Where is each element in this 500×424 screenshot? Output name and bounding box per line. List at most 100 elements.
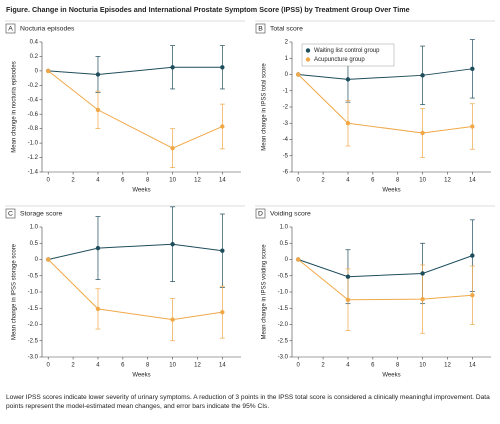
x-tick-label: 12 [194, 363, 201, 369]
x-tick-label: 6 [121, 363, 125, 369]
x-tick-label: 10 [419, 178, 426, 184]
y-tick-label: -1.0 [278, 290, 289, 296]
series-line [297, 74, 473, 134]
data-point [46, 68, 51, 74]
x-tick-label: 2 [71, 178, 75, 184]
y-axis-label: Mean change in IPSS total score [262, 63, 268, 151]
data-point [420, 130, 425, 136]
y-tick-label: 0 [285, 257, 289, 263]
panel-letter-box [5, 23, 16, 34]
x-tick-label: 6 [371, 178, 375, 184]
y-tick-label: 0.5 [30, 241, 39, 247]
x-tick-label: 2 [321, 363, 325, 369]
data-point [345, 274, 351, 279]
panel-letter: A [8, 26, 13, 33]
x-tick-label: 0 [297, 363, 301, 369]
data-point [220, 124, 225, 129]
y-tick-label: -2.0 [28, 322, 39, 328]
x-axis-label: Weeks [132, 188, 150, 194]
x-tick-label: 12 [444, 363, 451, 369]
x-tick-label: 10 [419, 363, 426, 369]
y-tick-label: -0.8 [28, 126, 39, 132]
x-tick-label: 12 [194, 178, 201, 184]
y-tick-label: 1 [285, 56, 289, 62]
y-tick-label: -1.5 [278, 306, 289, 312]
data-point [95, 306, 101, 312]
y-tick-label: 0 [285, 72, 289, 78]
panel-letter: B [258, 26, 263, 33]
y-tick-label: -2 [283, 105, 289, 111]
y-tick-label: -1.0 [28, 290, 39, 296]
panel-letter-box [5, 208, 16, 219]
y-tick-label: -3.0 [278, 355, 289, 361]
series-line [298, 68, 473, 80]
y-tick-label: -0.5 [278, 273, 289, 279]
y-axis-label: Mean change in IPSS storage score [12, 243, 18, 340]
data-point [296, 72, 301, 77]
series-line [298, 255, 473, 278]
x-tick-label: 2 [321, 178, 325, 184]
y-tick-label: 0 [35, 257, 39, 263]
data-point [170, 242, 175, 247]
series-line [47, 70, 223, 149]
figure-note: Lower IPSS scores indicate lower severit… [6, 394, 490, 410]
x-tick-label: 8 [396, 178, 400, 184]
data-point [420, 271, 425, 276]
data-point [420, 73, 425, 78]
panel-letter: D [258, 211, 263, 218]
legend-box [301, 43, 395, 67]
y-tick-label: -2.5 [278, 338, 289, 344]
panel-title: Storage score [20, 211, 63, 218]
data-point [345, 77, 351, 82]
legend-label: Waiting list control group [314, 48, 380, 54]
x-tick-label: 0 [47, 178, 51, 184]
y-tick-label: 0.5 [280, 241, 289, 247]
x-tick-label: 14 [219, 363, 226, 369]
panel-title: Total score [270, 26, 303, 33]
y-tick-label: -6 [283, 170, 289, 176]
y-tick-label: -0.2 [28, 83, 39, 89]
x-tick-label: 4 [96, 363, 100, 369]
y-tick-label: -0.6 [28, 112, 39, 118]
y-axis-label: Mean change in IPSS voiding score [262, 244, 268, 340]
x-tick-label: 4 [346, 363, 350, 369]
x-tick-label: 4 [346, 178, 350, 184]
data-point [220, 248, 225, 253]
data-point [170, 145, 175, 151]
y-tick-label: 1.0 [280, 225, 289, 231]
x-tick-label: 8 [396, 363, 400, 369]
x-tick-label: 6 [371, 363, 375, 369]
legend-marker [305, 48, 311, 53]
figure-title: Figure. Change in Nocturia Episodes and … [6, 5, 410, 14]
data-point [470, 66, 475, 72]
legend-label: Acupuncture group [314, 57, 365, 63]
y-tick-label: -1.4 [28, 170, 39, 176]
x-tick-label: 12 [444, 178, 451, 184]
x-tick-label: 0 [47, 363, 51, 369]
data-point [296, 257, 301, 262]
y-tick-label: 2 [285, 40, 289, 46]
y-tick-label: -0.4 [28, 97, 39, 103]
y-tick-label: 0.2 [30, 54, 39, 60]
y-tick-label: 1.0 [30, 225, 39, 231]
series-line [48, 66, 223, 76]
data-point [95, 72, 101, 77]
legend-marker [305, 57, 311, 62]
data-point [95, 245, 101, 251]
x-tick-label: 8 [146, 178, 150, 184]
data-point [470, 293, 475, 298]
x-tick-label: 10 [169, 363, 176, 369]
data-point [170, 65, 175, 70]
x-axis-label: Weeks [132, 373, 150, 379]
y-tick-label: -4 [283, 137, 289, 143]
y-tick-label: -1.0 [28, 141, 39, 147]
data-point [420, 296, 425, 302]
y-tick-label: -1.5 [28, 306, 39, 312]
x-tick-label: 4 [96, 178, 100, 184]
y-tick-label: -3.0 [28, 355, 39, 361]
data-point [46, 257, 51, 262]
data-point [345, 297, 351, 302]
panel-letter: C [8, 211, 13, 218]
x-axis-label: Weeks [382, 373, 400, 379]
